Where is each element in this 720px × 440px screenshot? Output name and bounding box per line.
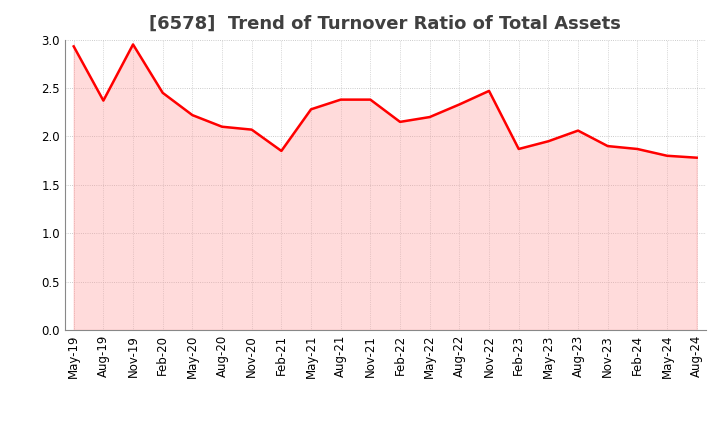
Title: [6578]  Trend of Turnover Ratio of Total Assets: [6578] Trend of Turnover Ratio of Total … bbox=[149, 15, 621, 33]
